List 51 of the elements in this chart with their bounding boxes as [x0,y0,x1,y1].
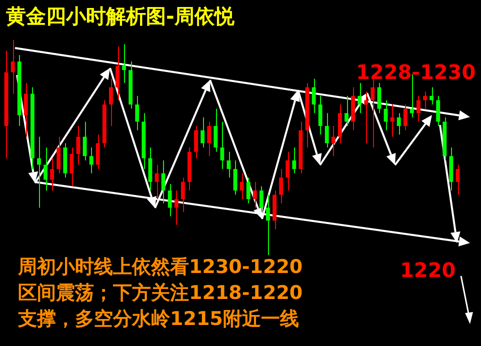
candlestick [292,147,296,174]
candlestick [194,126,198,159]
candlestick [135,95,140,131]
candlestick [56,136,61,174]
candlestick [168,184,172,217]
candlestick [338,104,342,144]
candlestick [436,95,440,126]
candlestick [331,126,336,157]
candlestick [108,78,113,126]
annotation: 1228-1230 [356,60,476,84]
candlestick [240,172,244,200]
candlestick [396,112,401,136]
candlestick [344,95,348,126]
candlestick [10,40,15,94]
candlestick [161,160,166,204]
candlestick [89,147,94,174]
candlestick [37,136,41,208]
candlestick [266,194,270,256]
candlestick [44,147,48,191]
candlestick [174,190,178,226]
chart-title: 黄金四小时解析图-周依悦 [6,4,234,28]
candlestick [180,177,185,212]
candlestick [430,86,434,105]
candlestick [252,181,257,208]
text: 1220 [400,258,456,282]
candlestick [24,82,28,138]
candlestick [96,134,100,170]
candlestick [214,108,218,152]
candlestick [116,46,120,101]
candlestick [246,177,250,204]
candlestick [220,121,224,170]
text: 支撑，多空分水岭1215附近一线 [18,308,299,330]
candlestick [50,158,54,191]
candlestick [200,116,205,148]
candlestick [358,82,362,114]
candlestick [70,147,74,187]
candlestick [324,112,329,148]
candlestick [456,164,460,196]
candlestick [279,168,284,204]
candlestick [318,95,322,136]
candlestick [207,121,212,157]
candlestick [364,91,368,144]
candlestick [416,95,420,122]
candlestick [286,151,290,191]
text: 周初小时线上依然看1230-1220 [18,256,303,278]
candlestick [259,186,264,212]
text: 区间震荡；下方关注1218-1220 [18,282,303,304]
candlestick [122,44,126,84]
candlestick [403,104,408,131]
candlestick [390,104,394,138]
candlestick [423,91,427,110]
